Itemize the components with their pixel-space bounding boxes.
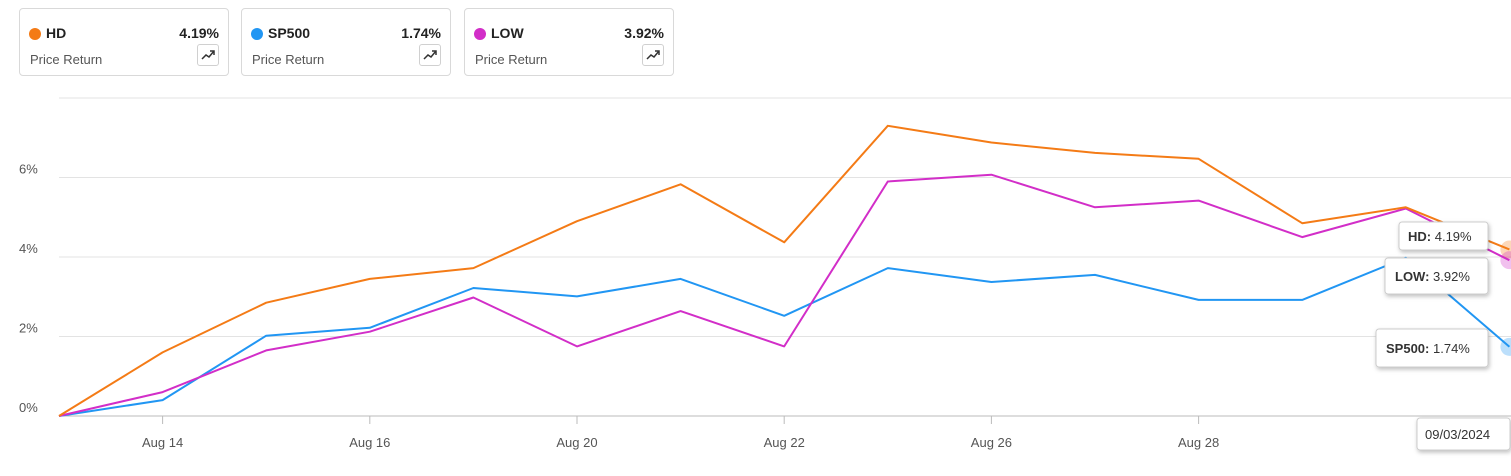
trend-chart-icon[interactable] bbox=[419, 44, 441, 66]
hover-marker-sp500 bbox=[1500, 337, 1511, 356]
x-tick-label: Aug 22 bbox=[764, 435, 805, 450]
x-tick-label: Aug 28 bbox=[1178, 435, 1219, 450]
legend-card-sp500[interactable]: SP500 1.74% Price Return bbox=[241, 8, 451, 76]
low-color-dot bbox=[474, 28, 486, 40]
tooltip-sp500-value: 1.74% bbox=[1433, 341, 1470, 356]
y-tick-label: 0% bbox=[19, 400, 38, 415]
hover-marker-low bbox=[1500, 251, 1511, 270]
trend-chart-icon[interactable] bbox=[642, 44, 664, 66]
x-tick-label: Aug 14 bbox=[142, 435, 183, 450]
series-line-hd bbox=[58, 124, 1510, 417]
legend-card-hd[interactable]: HD 4.19% Price Return bbox=[19, 8, 229, 76]
date-label-box bbox=[1416, 417, 1511, 451]
legend-value-sp500: 1.74% bbox=[401, 25, 441, 41]
hover-markers bbox=[1500, 240, 1511, 356]
legend-name-hd: HD bbox=[46, 25, 67, 41]
grid-lines bbox=[59, 97, 1511, 417]
y-tick-label: 4% bbox=[19, 241, 38, 256]
x-axis: Aug 14 Aug 16 Aug 20 Aug 22 Aug 26 Aug 28 bbox=[142, 416, 1219, 450]
date-label: 09/03/2024 bbox=[1425, 427, 1490, 442]
x-tick-label: Aug 20 bbox=[556, 435, 597, 450]
trend-chart-icon[interactable] bbox=[197, 44, 219, 66]
tooltip-low bbox=[1384, 257, 1489, 295]
svg-text:LOW: 3.92%: LOW: 3.92% bbox=[1395, 269, 1470, 284]
y-axis: 0% 2% 4% 6% bbox=[19, 162, 38, 416]
y-tick-label: 2% bbox=[19, 321, 38, 336]
tooltip-hd-value: 4.19% bbox=[1435, 229, 1472, 244]
legend-card-low[interactable]: LOW 3.92% Price Return bbox=[464, 8, 674, 76]
svg-text:SP500: 1.74%: SP500: 1.74% bbox=[1386, 341, 1470, 356]
series-lines bbox=[58, 124, 1511, 417]
series-line-low bbox=[58, 173, 1510, 417]
hd-color-dot bbox=[29, 28, 41, 40]
hover-marker-hd bbox=[1500, 240, 1511, 259]
tooltip-hd-name: HD bbox=[1408, 229, 1427, 244]
legend-sub-hd: Price Return bbox=[30, 52, 103, 67]
x-tick-label: Aug 16 bbox=[349, 435, 390, 450]
sp500-color-dot bbox=[251, 28, 263, 40]
x-tick-label: Aug 26 bbox=[971, 435, 1012, 450]
legend-value-hd: 4.19% bbox=[179, 25, 219, 41]
svg-text:HD: 4.19%: HD: 4.19% bbox=[1408, 229, 1472, 244]
series-line-sp500 bbox=[58, 256, 1511, 417]
tooltip-low-name: LOW bbox=[1395, 269, 1426, 284]
tooltip-hd bbox=[1398, 221, 1489, 251]
legend-sub-sp500: Price Return bbox=[252, 52, 325, 67]
tooltip-low-value: 3.92% bbox=[1433, 269, 1470, 284]
legend-name-sp500: SP500 bbox=[268, 25, 311, 41]
legend-name-low: LOW bbox=[491, 25, 524, 41]
legend-sub-low: Price Return bbox=[475, 52, 548, 67]
tooltip-sp500 bbox=[1375, 328, 1489, 368]
legend-value-low: 3.92% bbox=[624, 25, 664, 41]
y-tick-label: 6% bbox=[19, 162, 38, 177]
tooltip-sp500-name: SP500 bbox=[1386, 341, 1425, 356]
